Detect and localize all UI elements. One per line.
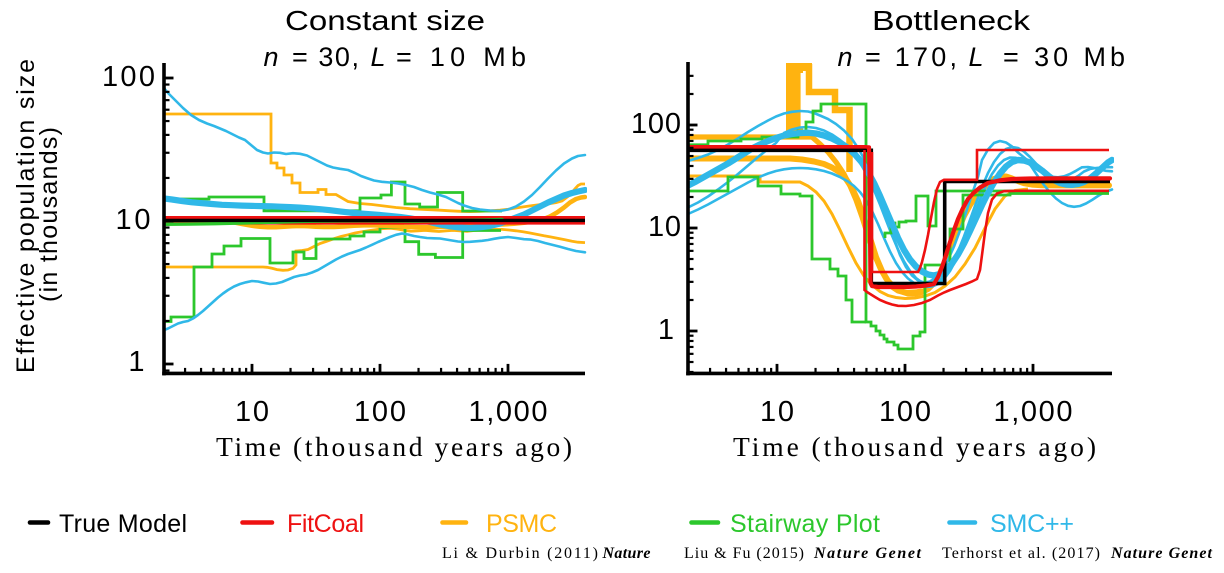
- svg-text:10: 10: [760, 396, 794, 428]
- svg-text:100: 100: [102, 61, 155, 93]
- svg-text:1,000: 1,000: [994, 396, 1073, 428]
- svg-text:100: 100: [631, 108, 681, 140]
- svg-text:Terhorst et al. (2017): Terhorst et al. (2017): [942, 545, 1100, 562]
- svg-text:PSMC: PSMC: [486, 510, 557, 538]
- svg-text:Nature Genet: Nature Genet: [1110, 545, 1213, 562]
- svg-text:1,000: 1,000: [469, 396, 548, 428]
- svg-text:L: L: [969, 42, 984, 72]
- svg-text:Liu & Fu (2015): Liu & Fu (2015): [684, 545, 804, 562]
- svg-text:1: 1: [658, 314, 674, 346]
- svg-text:10: 10: [235, 396, 269, 428]
- svg-text:Effective population size: Effective population size: [12, 59, 40, 373]
- svg-text:Nature: Nature: [602, 545, 651, 562]
- svg-text:L: L: [371, 42, 386, 72]
- svg-text:100: 100: [879, 396, 931, 428]
- svg-text:Stairway Plot: Stairway Plot: [730, 510, 880, 538]
- svg-text:= 10 Mb: = 10 Mb: [396, 42, 526, 72]
- svg-text:Bottleneck: Bottleneck: [872, 5, 1031, 36]
- svg-text:SMC++: SMC++: [990, 510, 1074, 538]
- svg-text:n: n: [264, 42, 279, 72]
- svg-text:n: n: [838, 42, 853, 72]
- svg-text:Nature Genet: Nature Genet: [813, 545, 922, 562]
- svg-text:Time (thousand years ago): Time (thousand years ago): [733, 431, 1096, 462]
- svg-text:1: 1: [128, 346, 144, 378]
- svg-text:= 30 Mb: = 30 Mb: [1003, 42, 1125, 72]
- svg-text:100: 100: [354, 396, 406, 428]
- svg-text:Constant size: Constant size: [285, 5, 485, 36]
- svg-text:= 30,: = 30,: [292, 42, 359, 72]
- svg-text:10: 10: [648, 211, 681, 243]
- svg-text:True Model: True Model: [59, 510, 187, 538]
- svg-text:Time (thousand years ago): Time (thousand years ago): [216, 431, 572, 462]
- svg-text:(in thousands): (in thousands): [35, 127, 63, 302]
- svg-text:FitCoal: FitCoal: [287, 510, 364, 538]
- svg-text:Li & Durbin (2011): Li & Durbin (2011): [442, 545, 598, 562]
